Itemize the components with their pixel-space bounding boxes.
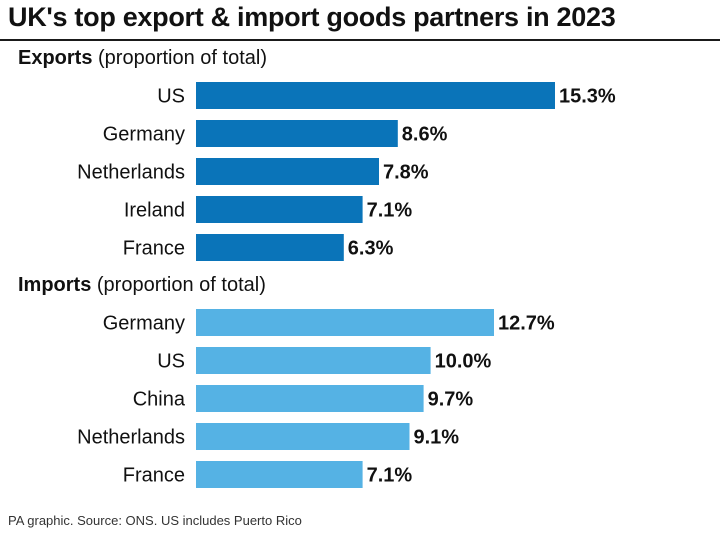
imports-value-label-china: 9.7% bbox=[428, 389, 474, 411]
imports-value-label-france: 7.1% bbox=[367, 465, 413, 487]
imports-heading-bold: Imports bbox=[18, 274, 92, 296]
imports-category-label-us: US bbox=[157, 351, 185, 373]
exports-bar-germany bbox=[196, 120, 398, 147]
exports-heading-rest: (proportion of total) bbox=[92, 47, 267, 69]
exports-value-label-netherlands: 7.8% bbox=[383, 162, 429, 184]
imports-heading: Imports (proportion of total) bbox=[18, 274, 266, 297]
chart-title: UK's top export & import goods partners … bbox=[8, 2, 616, 32]
imports-bar-france bbox=[196, 461, 363, 488]
exports-category-label-netherlands: Netherlands bbox=[77, 162, 185, 184]
imports-value-label-germany: 12.7% bbox=[498, 313, 555, 335]
exports-bar-ireland bbox=[196, 196, 363, 223]
exports-value-label-us: 15.3% bbox=[559, 86, 616, 108]
exports-category-label-france: France bbox=[123, 238, 185, 260]
exports-category-label-us: US bbox=[157, 86, 185, 108]
source-footnote: PA graphic. Source: ONS. US includes Pue… bbox=[8, 513, 302, 528]
imports-value-label-us: 10.0% bbox=[435, 351, 492, 373]
exports-value-label-germany: 8.6% bbox=[402, 124, 448, 146]
exports-value-label-france: 6.3% bbox=[348, 238, 394, 260]
exports-bar-netherlands bbox=[196, 158, 379, 185]
imports-category-label-germany: Germany bbox=[103, 313, 185, 335]
imports-category-label-france: France bbox=[123, 465, 185, 487]
exports-category-label-ireland: Ireland bbox=[124, 200, 185, 222]
imports-category-label-china: China bbox=[133, 389, 186, 411]
imports-category-label-netherlands: Netherlands bbox=[77, 427, 185, 449]
imports-bar-us bbox=[196, 347, 431, 374]
imports-bar-germany bbox=[196, 309, 494, 336]
imports-bar-china bbox=[196, 385, 424, 412]
imports-value-label-netherlands: 9.1% bbox=[414, 427, 460, 449]
exports-bar-france bbox=[196, 234, 344, 261]
exports-heading: Exports (proportion of total) bbox=[18, 47, 267, 70]
imports-bar-netherlands bbox=[196, 423, 410, 450]
exports-value-label-ireland: 7.1% bbox=[367, 200, 413, 222]
title-divider bbox=[0, 39, 720, 41]
imports-heading-rest: (proportion of total) bbox=[91, 274, 266, 296]
exports-category-label-germany: Germany bbox=[103, 124, 185, 146]
exports-bar-us bbox=[196, 82, 555, 109]
exports-heading-bold: Exports bbox=[18, 47, 93, 69]
